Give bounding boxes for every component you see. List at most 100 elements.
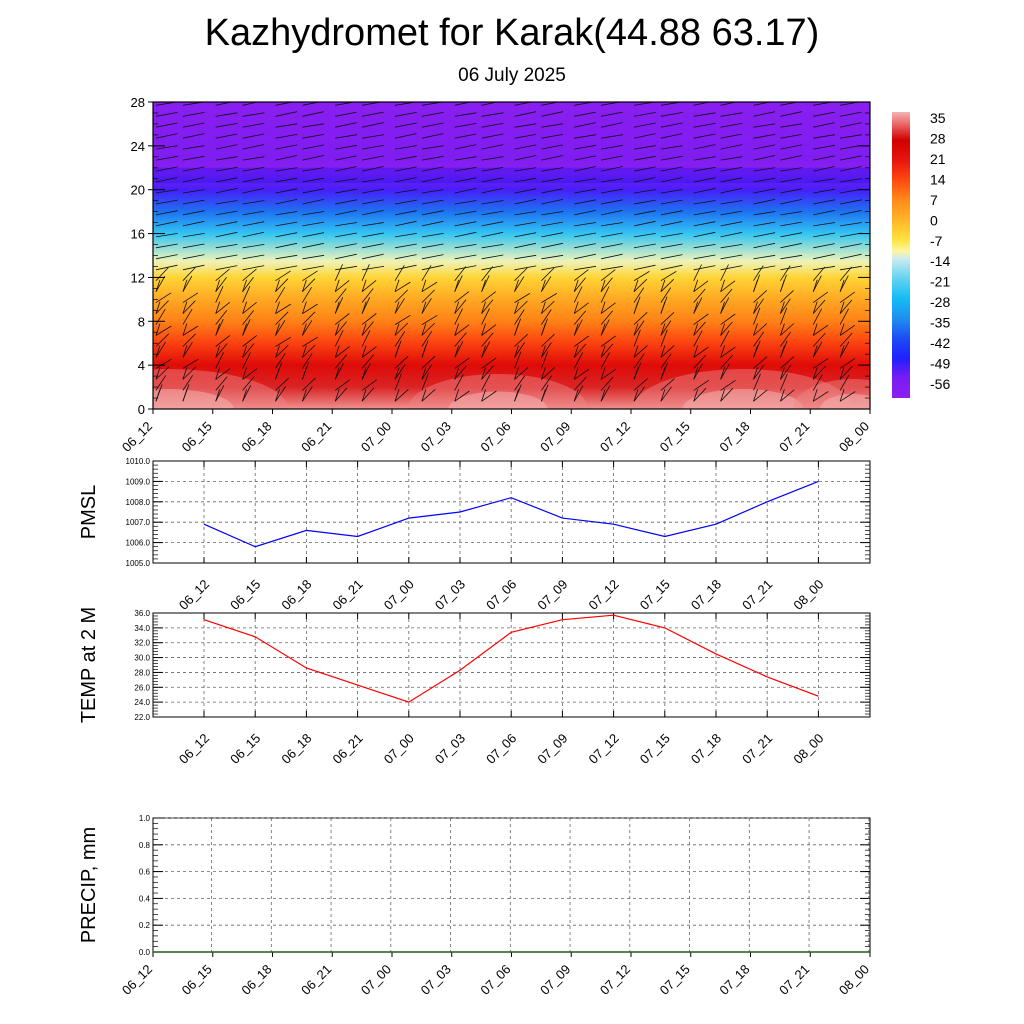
colorbar-ramp — [892, 112, 910, 398]
wind-barb-shaft — [633, 367, 639, 380]
wind-barb — [394, 331, 406, 347]
wind-barb — [182, 122, 205, 128]
y-tick-label: 1009.0 — [126, 477, 151, 486]
wind-barb — [215, 112, 238, 117]
y-tick-label: 28 — [131, 95, 145, 110]
wind-barb — [481, 210, 504, 216]
wind-barb — [693, 254, 716, 260]
wind-barb — [840, 155, 862, 161]
colorbar-label: -21 — [930, 274, 950, 290]
wind-barb — [720, 244, 743, 249]
wind-barb — [334, 330, 344, 347]
wind-barb — [421, 177, 444, 183]
wind-barb — [421, 189, 444, 194]
wind-barb — [573, 352, 584, 369]
wind-barb — [660, 122, 683, 128]
x-tick-label: 07_09 — [534, 577, 570, 613]
wind-barb — [633, 345, 648, 358]
wind-barb — [215, 156, 238, 161]
wind-barb-shaft — [839, 345, 845, 358]
wind-barb-shaft — [753, 323, 758, 336]
wind-barb — [660, 189, 683, 194]
wind-barb — [481, 365, 494, 380]
wind-barb — [753, 323, 768, 336]
wind-barb — [275, 311, 289, 325]
wind-barb — [454, 156, 477, 161]
wind-barb — [362, 243, 384, 249]
wind-barb — [454, 221, 477, 227]
wind-barb — [481, 133, 504, 139]
wind-barb — [182, 189, 205, 194]
wind-barb — [633, 312, 648, 325]
y-tick-label: 0.4 — [139, 894, 151, 903]
wind-barb — [275, 377, 289, 391]
wind-barb — [693, 265, 716, 271]
wind-barb — [720, 188, 743, 194]
wind-barb — [182, 177, 205, 183]
wind-barb — [242, 352, 251, 369]
wind-barb — [601, 265, 623, 271]
wind-barb — [302, 111, 324, 117]
wind-barb — [454, 177, 477, 183]
wind-barb — [454, 341, 464, 358]
wind-barb — [514, 167, 537, 172]
wind-barb — [334, 346, 350, 358]
wind-barb-shaft — [421, 323, 427, 336]
wind-barb — [600, 277, 613, 292]
wind-barb — [335, 199, 357, 205]
wind-barb — [574, 243, 596, 249]
x-tick-label: 06_12 — [176, 577, 212, 613]
wind-barb — [633, 378, 648, 391]
wind-barb — [720, 112, 743, 117]
wind-barb — [541, 199, 563, 205]
wind-barb-shaft — [155, 279, 161, 292]
wind-barb-shaft — [780, 367, 785, 380]
wind-barb — [720, 264, 729, 281]
wind-barb — [421, 133, 444, 139]
wind-barb-shaft — [394, 323, 400, 336]
wind-barb — [693, 166, 716, 172]
wind-barb-shaft — [541, 279, 546, 292]
wind-barb — [600, 319, 610, 336]
wind-barb — [454, 299, 467, 314]
wind-barb-shaft — [155, 389, 161, 402]
wind-barb — [601, 134, 623, 139]
wind-barb-shaft — [541, 389, 546, 402]
wind-barb — [813, 232, 835, 238]
wind-barb — [362, 232, 384, 238]
wind-barb — [454, 144, 477, 150]
wind-barb-shaft — [873, 346, 877, 358]
wind-barb-shaft — [454, 367, 460, 380]
wind-barb — [481, 244, 504, 249]
wind-barb — [514, 221, 537, 227]
wind-barb — [454, 102, 473, 106]
x-tick-label: 07_06 — [483, 577, 519, 613]
wind-barb — [421, 331, 433, 347]
wind-barb — [514, 254, 537, 260]
wind-barb — [481, 341, 491, 358]
wind-barb — [275, 177, 298, 183]
wind-barb-shaft — [182, 345, 188, 358]
wind-barb-shaft — [275, 323, 280, 336]
wind-barb — [633, 254, 656, 260]
wind-barb — [753, 307, 761, 325]
wind-barb — [600, 269, 616, 282]
wind-barb — [454, 324, 470, 336]
wind-barb — [514, 276, 525, 292]
wind-barb — [573, 269, 589, 282]
wind-barb — [215, 244, 238, 249]
wind-barb — [541, 134, 564, 139]
wind-barb — [780, 188, 803, 194]
wind-barb — [573, 277, 586, 292]
wind-barb — [362, 265, 384, 271]
wind-barb — [394, 155, 417, 161]
wind-barb — [660, 386, 672, 402]
wind-barb — [541, 155, 563, 161]
wind-barb — [302, 336, 319, 347]
wind-barb — [873, 319, 880, 336]
wind-barb — [275, 270, 291, 282]
wind-barb — [481, 357, 497, 369]
wind-barb — [335, 265, 358, 271]
wind-barb — [335, 122, 357, 128]
x-tick-label: 07_00 — [381, 577, 417, 613]
